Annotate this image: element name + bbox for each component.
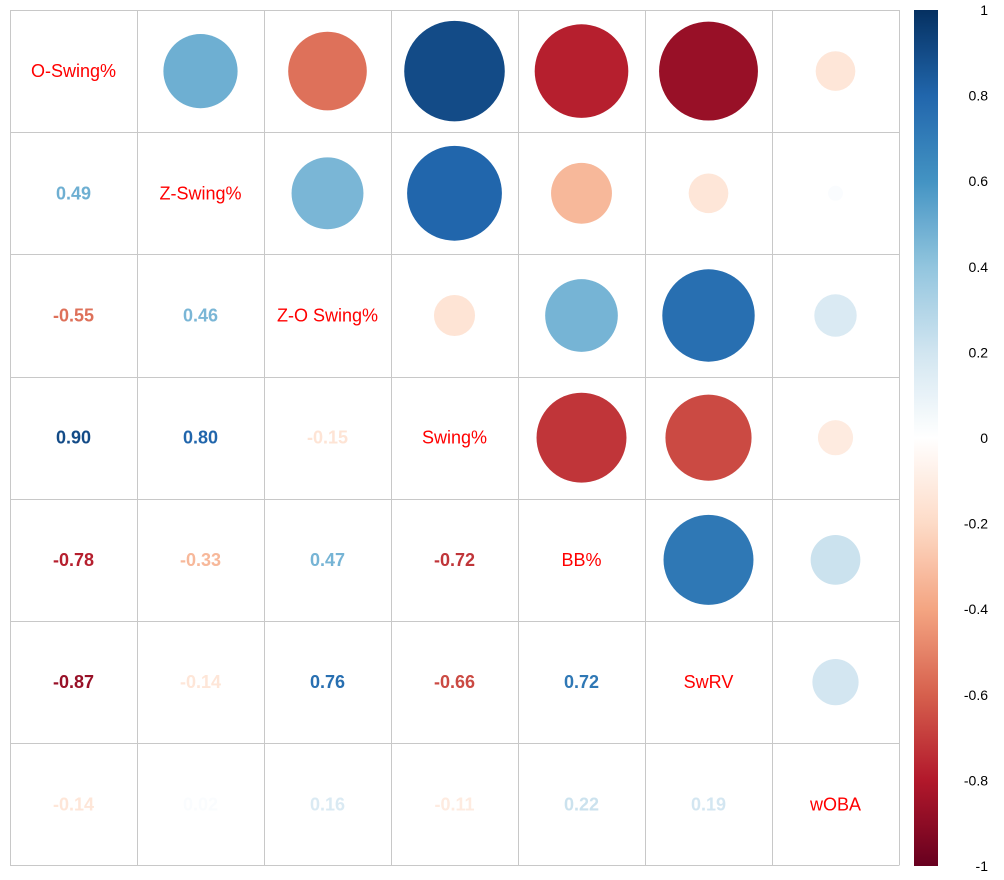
correlation-circle bbox=[817, 420, 854, 456]
correlation-circle bbox=[291, 157, 364, 230]
correlation-value: 0.80 bbox=[183, 428, 218, 448]
correlation-value: -0.66 bbox=[434, 672, 475, 692]
correlation-circle bbox=[163, 34, 238, 109]
correlation-value: -0.11 bbox=[434, 794, 474, 814]
correlation-value: -0.87 bbox=[53, 672, 94, 692]
correlation-value: 0.47 bbox=[310, 550, 345, 570]
colorbar-tick-label: -0.6 bbox=[964, 687, 988, 703]
correlation-value: 0.46 bbox=[183, 306, 218, 326]
correlation-value: -0.33 bbox=[180, 550, 221, 570]
correlation-circle bbox=[663, 514, 754, 605]
correlation-circle bbox=[534, 24, 629, 118]
correlation-value: 0.19 bbox=[691, 794, 726, 814]
correlation-value: -0.14 bbox=[53, 794, 94, 814]
correlation-value: -0.55 bbox=[53, 306, 94, 326]
correlation-circle bbox=[407, 145, 502, 241]
correlation-circle bbox=[814, 294, 857, 337]
matrix-cells: O-Swing% 0.49 Z-Swing% -0.55 0.46 Z-O Swing% 0… bbox=[31, 20, 861, 814]
variable-label: O-Swing% bbox=[31, 61, 116, 81]
correlation-value: 0.16 bbox=[310, 794, 345, 814]
correlation-value: 0.72 bbox=[564, 672, 599, 692]
correlation-circle bbox=[665, 394, 752, 481]
correlation-circle bbox=[810, 535, 861, 585]
correlation-circle bbox=[545, 279, 618, 352]
correlation-value: -0.72 bbox=[434, 550, 475, 570]
colorbar-tick-label: 0.6 bbox=[969, 173, 989, 189]
correlation-circle bbox=[662, 269, 755, 362]
colorbar-tick-label: 0.4 bbox=[969, 259, 989, 275]
correlation-circle bbox=[404, 20, 505, 122]
correlation-value: -0.15 bbox=[307, 428, 348, 448]
correlation-circle bbox=[551, 162, 612, 224]
correlation-circle bbox=[536, 392, 627, 483]
colorbar-tick-label: -1 bbox=[976, 858, 989, 874]
variable-label: wOBA bbox=[809, 794, 861, 814]
colorbar-gradient bbox=[914, 10, 938, 866]
correlation-value: 0.49 bbox=[56, 183, 91, 203]
correlation-value: -0.78 bbox=[53, 550, 94, 570]
correlation-value: 0.76 bbox=[310, 672, 345, 692]
correlation-circle bbox=[828, 185, 843, 201]
correlation-circle bbox=[288, 31, 367, 111]
color-legend: 1 0.8 0.6 0.4 0.2 0 -0.2 -0.4 -0.6 -0.8 -1 bbox=[914, 2, 988, 874]
correlation-circle bbox=[659, 21, 758, 121]
correlation-value: -0.14 bbox=[180, 672, 221, 692]
correlation-value: 0.22 bbox=[564, 794, 599, 814]
correlation-circle bbox=[815, 51, 856, 91]
variable-label: SwRV bbox=[684, 672, 734, 692]
colorbar-tick-label: 0.8 bbox=[969, 88, 989, 104]
correlation-circle bbox=[433, 294, 476, 337]
correlation-value: 0.02 bbox=[183, 794, 218, 814]
variable-label: BB% bbox=[561, 550, 601, 570]
colorbar-tick-label: -0.8 bbox=[964, 772, 988, 788]
variable-label: Z-O Swing% bbox=[277, 306, 378, 326]
colorbar-tick-label: -0.4 bbox=[964, 601, 988, 617]
variable-label: Z-Swing% bbox=[159, 183, 241, 203]
colorbar-tick-label: 1 bbox=[980, 2, 988, 18]
correlation-circle bbox=[688, 173, 729, 214]
colorbar-tick-label: 0.2 bbox=[969, 344, 989, 360]
matrix-grid bbox=[10, 10, 900, 866]
correlation-circle bbox=[812, 659, 859, 706]
variable-label: Swing% bbox=[422, 428, 487, 448]
colorbar-tick-label: 0 bbox=[980, 430, 988, 446]
colorbar-tick-label: -0.2 bbox=[964, 516, 988, 532]
correlation-value: 0.90 bbox=[56, 428, 91, 448]
